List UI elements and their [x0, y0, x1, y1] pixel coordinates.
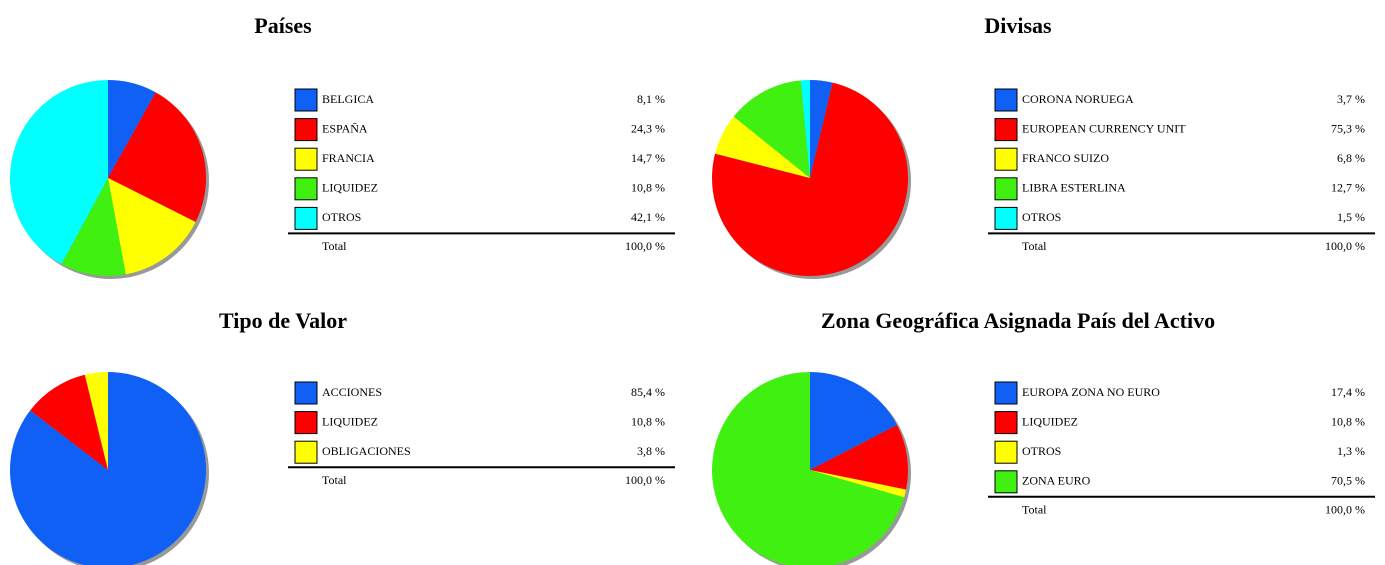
legend-value: 75,3 % [1331, 121, 1365, 135]
legend-label: ZONA EURO [1022, 474, 1091, 488]
legend-label: BELGICA [322, 92, 374, 106]
pie-slice [108, 178, 196, 275]
pie-slice [810, 424, 908, 490]
legend-swatch [994, 470, 1018, 494]
legend-value: 42,1 % [631, 210, 665, 224]
legend-value: 10,8 % [631, 414, 665, 428]
legend-value: 24,3 % [631, 121, 665, 135]
legend-value: 1,3 % [1337, 444, 1365, 458]
total-label: Total [322, 473, 347, 487]
legend-label: EUROPA ZONA NO EURO [1022, 385, 1160, 399]
pie-slice [715, 116, 810, 178]
legend-swatch [294, 147, 318, 171]
legend-swatch [994, 177, 1018, 201]
legend-swatch [294, 88, 318, 112]
legend-value: 12,7 % [1331, 181, 1365, 195]
legend-label: LIQUIDEZ [322, 181, 378, 195]
legend-label: ACCIONES [322, 385, 382, 399]
legend-value: 3,7 % [1337, 92, 1365, 106]
legend-swatch [294, 177, 318, 201]
legend-label: OTROS [322, 210, 361, 224]
legend-value: 85,4 % [631, 385, 665, 399]
pie-slice [800, 80, 810, 178]
pie-slice [10, 372, 206, 565]
total-value: 100,0 % [1325, 239, 1365, 253]
chart-title: Zona Geográfica Asignada País del Activo [821, 308, 1215, 333]
legend-value: 8,1 % [637, 92, 665, 106]
legend-swatch [294, 381, 318, 405]
legend-swatch [994, 206, 1018, 230]
pie-slice [61, 178, 126, 276]
legend-swatch [994, 440, 1018, 464]
legend-value: 14,7 % [631, 151, 665, 165]
legend-swatch [294, 118, 318, 142]
legend-label: OTROS [1022, 210, 1061, 224]
pie-slice [733, 80, 810, 178]
legend-label: FRANCO SUIZO [1022, 151, 1109, 165]
pie-slice [108, 80, 156, 178]
legend-value: 10,8 % [1331, 414, 1365, 428]
legend-swatch [294, 440, 318, 464]
pie-slice [30, 374, 108, 470]
legend-label: ESPAÑA [322, 121, 368, 135]
pie-slice [84, 372, 108, 470]
legend-value: 1,5 % [1337, 210, 1365, 224]
legend-label: CORONA NORUEGA [1022, 92, 1134, 106]
legend-label: FRANCIA [322, 151, 375, 165]
legend-label: EUROPEAN CURRENCY UNIT [1022, 121, 1186, 135]
legend-swatch [994, 381, 1018, 405]
legend-value: 17,4 % [1331, 385, 1365, 399]
total-value: 100,0 % [1325, 503, 1365, 517]
legend-swatch [994, 88, 1018, 112]
legend-label: OBLIGACIONES [322, 444, 411, 458]
pie-slice [711, 82, 908, 276]
pie-slice [810, 371, 898, 470]
legend-label: LIQUIDEZ [1022, 414, 1078, 428]
legend-label: OTROS [1022, 444, 1061, 458]
chart-title: Países [254, 13, 312, 38]
legend-swatch [994, 118, 1018, 142]
legend-swatch [294, 411, 318, 435]
legend-label: LIQUIDEZ [322, 414, 378, 428]
legend-value: 10,8 % [631, 181, 665, 195]
pie-slice [810, 80, 833, 178]
legend-value: 70,5 % [1331, 474, 1365, 488]
legend-swatch [994, 411, 1018, 435]
legend-swatch [294, 206, 318, 230]
chart-title: Tipo de Valor [219, 308, 347, 333]
legend-value: 6,8 % [1337, 151, 1365, 165]
total-label: Total [322, 239, 347, 253]
legend-value: 3,8 % [637, 444, 665, 458]
total-label: Total [1022, 239, 1047, 253]
legend-swatch [994, 147, 1018, 171]
chart-title: Divisas [984, 13, 1052, 38]
legend-label: LIBRA ESTERLINA [1022, 181, 1126, 195]
pie-slice [9, 80, 108, 265]
total-label: Total [1022, 503, 1047, 517]
total-value: 100,0 % [625, 473, 665, 487]
total-value: 100,0 % [625, 239, 665, 253]
pie-slice [108, 92, 207, 222]
pie-slice [810, 470, 907, 498]
pie-slice [712, 372, 905, 565]
